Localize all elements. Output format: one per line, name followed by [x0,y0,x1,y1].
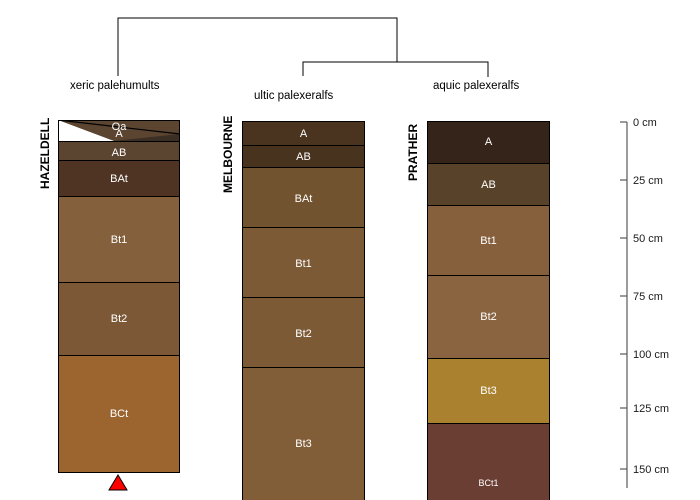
svg-text:25 cm: 25 cm [633,175,663,187]
svg-text:150 cm: 150 cm [633,464,669,476]
svg-text:50 cm: 50 cm [633,233,663,245]
svg-text:125 cm: 125 cm [633,403,669,415]
svg-text:0 cm: 0 cm [633,118,657,129]
svg-text:75 cm: 75 cm [633,291,663,303]
svg-text:100 cm: 100 cm [633,349,669,361]
